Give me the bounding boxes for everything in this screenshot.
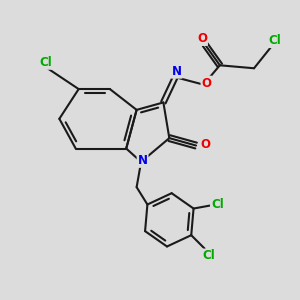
Text: Cl: Cl xyxy=(203,250,215,262)
Text: Cl: Cl xyxy=(211,198,224,211)
Text: O: O xyxy=(202,76,212,90)
Text: N: N xyxy=(172,65,182,78)
Text: O: O xyxy=(200,138,210,151)
Text: O: O xyxy=(197,32,207,45)
Text: Cl: Cl xyxy=(268,34,281,47)
Text: Cl: Cl xyxy=(40,56,52,69)
Text: N: N xyxy=(138,154,148,167)
